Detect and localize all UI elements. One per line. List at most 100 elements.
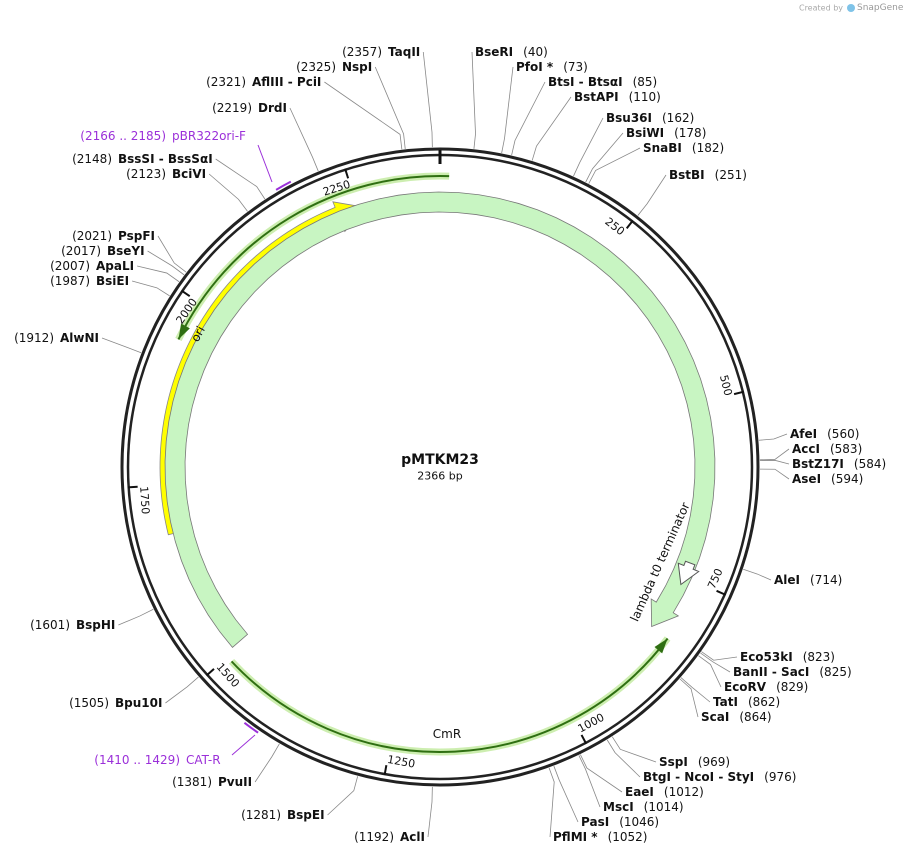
- enzyme-leader: [157, 235, 187, 273]
- enzyme-leader: [427, 786, 433, 838]
- enzyme-name: BseYI: [107, 244, 145, 258]
- enzyme-site: (829): [776, 680, 808, 694]
- enzyme-leader: [327, 776, 359, 816]
- direction-head: [654, 638, 668, 654]
- enzyme-name: BssSI - BssSαI: [118, 152, 213, 166]
- enzyme-site: (2017): [61, 244, 101, 258]
- enzyme-name: PfoI *: [516, 60, 554, 74]
- tick-mark: [180, 289, 191, 298]
- direction-line: [230, 637, 669, 753]
- enzyme-name: PflMI *: [553, 830, 598, 844]
- enzyme-leader: [553, 765, 579, 823]
- enzyme-name: EcoRV: [724, 680, 767, 694]
- enzyme-name: PasI: [581, 815, 609, 829]
- enzyme-name: BstAPI: [574, 90, 619, 104]
- enzyme-name: AccI: [792, 442, 820, 456]
- feature-cmr: [164, 191, 716, 648]
- enzyme-site: (73): [563, 60, 588, 74]
- enzyme-leader: [531, 96, 572, 161]
- enzyme-name: ApaLI: [96, 259, 134, 273]
- enzyme-leader: [701, 651, 738, 661]
- enzyme-site: (182): [692, 141, 724, 155]
- enzyme-leader: [573, 117, 604, 177]
- primer-mark: [275, 180, 292, 191]
- primer-mark: [243, 722, 259, 734]
- enzyme-name: PvuII: [218, 775, 252, 789]
- enzyme-leader: [511, 81, 546, 156]
- tick-mark: [127, 485, 138, 489]
- enzyme-site: (714): [810, 573, 842, 587]
- backbone-outer: [120, 147, 760, 787]
- feature-label: ori: [188, 324, 208, 344]
- enzyme-site: (2321): [206, 75, 246, 89]
- enzyme-site: (1381): [172, 775, 212, 789]
- enzyme-name: SnaBI: [643, 141, 682, 155]
- plasmid-name: pMTKM23: [401, 452, 479, 468]
- enzyme-leader: [759, 448, 790, 461]
- enzyme-name: BsiEI: [96, 274, 129, 288]
- enzyme-leader: [680, 677, 711, 703]
- enzyme-site: (178): [674, 126, 706, 140]
- enzyme-name: AfeI: [790, 427, 817, 441]
- tick-label: 750: [705, 567, 725, 591]
- enzyme-name: Bsu36I: [606, 111, 652, 125]
- enzyme-leader: [759, 459, 790, 465]
- enzyme-leader: [585, 132, 624, 183]
- primer-site: (1410 .. 1429): [94, 753, 180, 767]
- enzyme-name: BtsI - BtsαI: [548, 75, 623, 89]
- enzyme-leader: [165, 676, 199, 704]
- enzyme-name: AclI: [400, 830, 425, 844]
- enzyme-site: (823): [803, 650, 835, 664]
- direction-line: [177, 175, 450, 340]
- enzyme-site: (2148): [72, 152, 112, 166]
- watermark-prefix: Created by: [799, 4, 843, 13]
- watermark-brand: SnapGene: [857, 3, 904, 13]
- enzyme-leader: [215, 158, 266, 200]
- enzyme-site: (1046): [619, 815, 659, 829]
- enzyme-leader: [131, 280, 170, 297]
- tick-label: 1750: [137, 486, 152, 515]
- enzyme-name: BciVI: [172, 167, 206, 181]
- enzyme-site: (1012): [664, 785, 704, 799]
- enzyme-site: (2219): [212, 101, 252, 115]
- enzyme-name: AseI: [792, 472, 821, 486]
- feature-terminator: [677, 560, 700, 586]
- enzyme-leader: [698, 655, 722, 688]
- enzyme-name: ScaI: [701, 710, 729, 724]
- tick-mark: [716, 589, 727, 596]
- tick-mark: [344, 168, 350, 179]
- enzyme-site: (110): [629, 90, 661, 104]
- enzyme-name: BspEI: [287, 808, 325, 822]
- enzyme-leader: [637, 174, 667, 216]
- enzyme-leader: [578, 755, 601, 808]
- enzyme-name: SspI: [659, 755, 688, 769]
- enzyme-name: BstZ17I: [792, 457, 844, 471]
- enzyme-site: (1505): [69, 696, 109, 710]
- enzyme-site: (85): [633, 75, 658, 89]
- enzyme-site: (583): [830, 442, 862, 456]
- primer-site: (2166 .. 2185): [80, 129, 166, 143]
- enzyme-leader: [588, 147, 641, 184]
- enzyme-leader: [743, 568, 772, 581]
- tick-label: 500: [717, 374, 735, 398]
- enzyme-site: (560): [827, 427, 859, 441]
- enzyme-leader: [208, 173, 248, 212]
- enzyme-leader: [700, 652, 731, 673]
- enzyme-site: (2325): [296, 60, 336, 74]
- plasmid-length: 2366 bp: [417, 470, 462, 483]
- enzyme-leader: [548, 767, 555, 838]
- enzyme-site: (825): [819, 665, 851, 679]
- enzyme-site: (2021): [72, 229, 112, 243]
- enzyme-site: (862): [748, 695, 780, 709]
- enzyme-site: (162): [662, 111, 694, 125]
- enzyme-leader: [374, 66, 406, 149]
- enzyme-site: (969): [698, 755, 730, 769]
- enzyme-leader: [422, 51, 433, 148]
- tick-mark: [383, 765, 388, 776]
- enzyme-site: (1987): [50, 274, 90, 288]
- tick-mark: [733, 390, 745, 396]
- enzyme-leader: [580, 754, 623, 793]
- enzyme-name: Bpu10I: [115, 696, 162, 710]
